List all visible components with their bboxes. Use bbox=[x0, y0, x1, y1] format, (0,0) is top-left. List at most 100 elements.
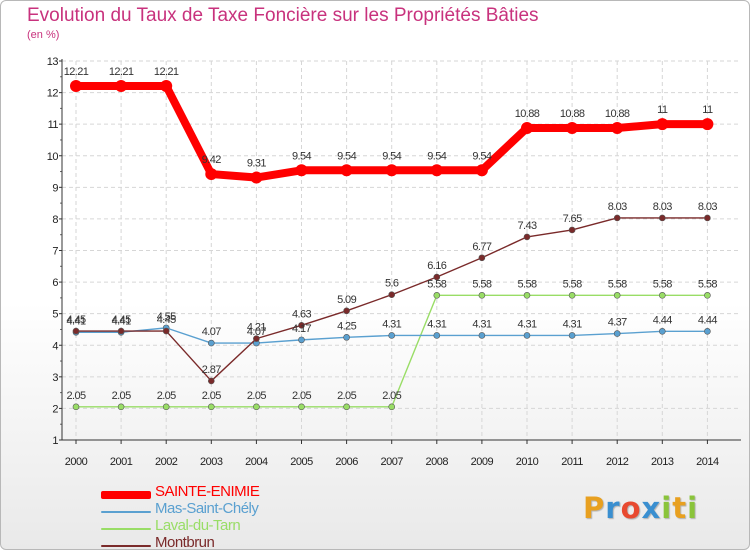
data-point bbox=[298, 322, 305, 329]
data-point bbox=[704, 292, 711, 299]
chart-title: Evolution du Taux de Taxe Foncière sur l… bbox=[27, 5, 539, 26]
data-label: 12.21 bbox=[109, 66, 134, 78]
data-label: 4.41 bbox=[112, 315, 131, 327]
data-label: 9.54 bbox=[337, 150, 356, 162]
data-point bbox=[704, 328, 711, 335]
data-label: 4.41 bbox=[66, 315, 85, 327]
data-point bbox=[613, 292, 621, 299]
data-point bbox=[160, 79, 173, 92]
data-label-layer: 12.21 12.21 12.21 9.42 9.31 9.54 9.54 9.54 9.54 9… bbox=[64, 66, 718, 402]
data-label: 6.77 bbox=[472, 241, 491, 253]
data-point bbox=[343, 307, 350, 315]
data-point bbox=[388, 403, 396, 411]
x-tick-label: 2011 bbox=[561, 456, 583, 468]
x-tick-label: 2003 bbox=[200, 456, 223, 468]
data-label: 4.07 bbox=[247, 326, 266, 338]
data-label: 4.45 bbox=[112, 314, 131, 326]
data-label: 4.44 bbox=[698, 314, 717, 326]
y-tick-label: 10 bbox=[47, 151, 59, 163]
data-label: 12.21 bbox=[154, 66, 179, 78]
data-point bbox=[250, 171, 263, 184]
data-label: 5.6 bbox=[385, 278, 399, 290]
data-label: 9.42 bbox=[202, 154, 221, 166]
data-label: 5.09 bbox=[337, 294, 356, 306]
data-point bbox=[117, 327, 125, 335]
data-point bbox=[478, 292, 486, 299]
data-point bbox=[205, 168, 218, 181]
legend-swatch bbox=[101, 545, 151, 547]
data-point bbox=[117, 403, 125, 411]
logo-letter: i bbox=[687, 491, 699, 525]
data-point bbox=[433, 292, 441, 299]
chart-unit-label: (en %) bbox=[27, 29, 60, 41]
data-label: 2.05 bbox=[292, 390, 311, 402]
y-tick-label: 13 bbox=[47, 56, 59, 68]
data-point bbox=[162, 327, 170, 335]
data-label: 7.65 bbox=[563, 213, 582, 225]
data-point bbox=[433, 332, 441, 339]
data-point bbox=[521, 121, 533, 134]
data-point bbox=[72, 403, 80, 411]
data-point bbox=[658, 214, 666, 222]
data-label: 9.54 bbox=[427, 150, 446, 162]
legend-label: Montbrun bbox=[155, 534, 215, 550]
grid-layer bbox=[62, 60, 741, 441]
data-point bbox=[658, 328, 666, 335]
data-point bbox=[566, 121, 579, 134]
data-point bbox=[298, 336, 305, 344]
data-point bbox=[295, 164, 308, 177]
data-point bbox=[343, 403, 350, 411]
data-label: 11 bbox=[657, 104, 668, 116]
data-label: 4.31 bbox=[517, 318, 536, 330]
data-label: 5.58 bbox=[608, 278, 627, 290]
data-label: 4.55 bbox=[157, 311, 176, 323]
x-tick-label: 2007 bbox=[380, 456, 403, 468]
x-tick-label: 2014 bbox=[696, 456, 719, 468]
data-label: 9.31 bbox=[247, 158, 266, 170]
data-label: 11 bbox=[702, 104, 713, 116]
data-point bbox=[568, 226, 576, 234]
y-tick-label: 9 bbox=[52, 182, 58, 194]
x-tick-label: 2010 bbox=[516, 456, 539, 468]
logo-letter: t bbox=[672, 491, 688, 525]
data-label: 10.88 bbox=[605, 108, 630, 120]
y-tick-label: 3 bbox=[52, 372, 58, 384]
data-point bbox=[568, 292, 576, 299]
data-label: 2.05 bbox=[112, 390, 131, 402]
logo-letter: P bbox=[583, 491, 606, 525]
data-label: 4.17 bbox=[292, 323, 311, 335]
data-point bbox=[701, 118, 714, 131]
data-label: 12.21 bbox=[64, 66, 89, 78]
data-label: 9.54 bbox=[472, 150, 491, 162]
data-label: 6.16 bbox=[427, 260, 446, 272]
data-label: 4.21 bbox=[247, 322, 266, 334]
data-label: 4.25 bbox=[337, 320, 356, 332]
x-tick-label: 2013 bbox=[651, 456, 674, 468]
data-label: 4.31 bbox=[563, 318, 582, 330]
data-point bbox=[611, 121, 624, 134]
legend-label: Laval-du-Tarn bbox=[155, 517, 241, 534]
data-point bbox=[568, 332, 576, 339]
data-point bbox=[523, 233, 531, 241]
data-point bbox=[658, 292, 666, 299]
data-label: 2.05 bbox=[247, 390, 266, 402]
legend-label: SAINTE-ENIMIE bbox=[155, 483, 260, 500]
data-label: 2.05 bbox=[382, 390, 401, 402]
x-tick-label: 2005 bbox=[290, 456, 313, 468]
data-point bbox=[478, 254, 486, 262]
x-tick-label: 2004 bbox=[245, 456, 268, 468]
data-label: 4.45 bbox=[157, 314, 176, 326]
data-label: 5.58 bbox=[653, 278, 672, 290]
data-point bbox=[523, 292, 531, 299]
data-label: 4.31 bbox=[382, 318, 401, 330]
data-label: 2.05 bbox=[337, 390, 356, 402]
x-tick-label: 2012 bbox=[606, 456, 629, 468]
data-label: 4.31 bbox=[472, 318, 491, 330]
data-label: 5.58 bbox=[698, 278, 717, 290]
legend-label: Mas-Saint-Chély bbox=[155, 500, 259, 517]
data-label: 2.05 bbox=[66, 390, 85, 402]
data-label: 9.54 bbox=[292, 150, 311, 162]
proxiti-logo: Proxiti bbox=[583, 491, 698, 525]
